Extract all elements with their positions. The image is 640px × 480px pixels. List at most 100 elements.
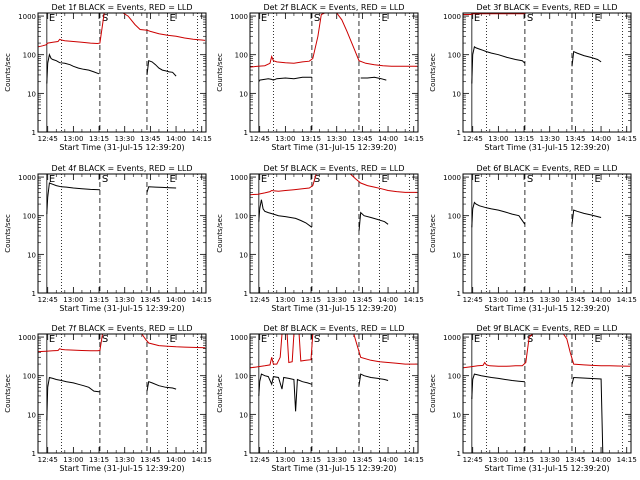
y-tick-label: 10 xyxy=(452,90,461,98)
x-axis-label: Start Time (31-Jul-15 12:39:20) xyxy=(484,464,609,473)
time-marker-label: E xyxy=(474,13,480,24)
y-tick-label: 1000 xyxy=(443,174,461,182)
x-axis-label: Start Time (31-Jul-15 12:39:20) xyxy=(59,464,184,473)
x-tick-label: 13:45 xyxy=(140,456,160,464)
time-marker-label: E xyxy=(261,13,267,24)
time-marker-label: S xyxy=(102,13,108,24)
y-tick-label: 100 xyxy=(448,52,461,60)
x-axis-label: Start Time (31-Jul-15 12:39:20) xyxy=(271,464,396,473)
panel-3: Det 3f BLACK = Events, RED = LLD Counts/s… xyxy=(429,3,637,152)
plot-frame xyxy=(462,12,632,133)
y-tick-label: 1 xyxy=(32,450,36,458)
y-tick-label: 10 xyxy=(239,411,248,419)
x-tick-label: 14:15 xyxy=(404,296,424,304)
y-tick-label: 100 xyxy=(23,213,36,221)
panel-5: Det 5f BLACK = Events, RED = LLD Counts/s… xyxy=(216,164,424,313)
events-line xyxy=(360,76,387,81)
x-tick-label: 13:45 xyxy=(352,135,372,143)
events-line xyxy=(358,373,389,386)
lld-line xyxy=(463,334,631,369)
panel-2: Det 2f BLACK = Events, RED = LLD Counts/s… xyxy=(216,3,424,152)
x-tick-label: 14:15 xyxy=(192,135,212,143)
x-tick-label: 12:45 xyxy=(38,135,58,143)
x-tick-label: 13:00 xyxy=(275,135,295,143)
time-marker-label: E xyxy=(49,334,55,345)
y-tick-label: 10 xyxy=(27,411,36,419)
x-tick-label: 13:30 xyxy=(327,135,347,143)
y-axis-label: Counts/sec xyxy=(216,214,224,253)
x-tick-label: 14:15 xyxy=(617,135,637,143)
lld-line xyxy=(38,13,206,48)
x-tick-label: 13:15 xyxy=(514,296,534,304)
events-line xyxy=(571,209,602,225)
x-tick-label: 13:15 xyxy=(301,135,321,143)
y-tick-label: 100 xyxy=(448,373,461,381)
x-tick-label: 13:45 xyxy=(565,296,585,304)
y-axis-label: Counts/sec xyxy=(216,53,224,92)
x-axis-label: Start Time (31-Jul-15 12:39:20) xyxy=(484,143,609,152)
y-tick-label: 1000 xyxy=(443,334,461,342)
y-tick-label: 1000 xyxy=(230,13,248,21)
plot-frame xyxy=(249,173,419,294)
x-tick-label: 13:15 xyxy=(89,456,109,464)
events-line xyxy=(471,45,526,84)
x-tick-label: 14:00 xyxy=(591,296,611,304)
x-tick-label: 13:30 xyxy=(327,456,347,464)
y-tick-label: 1 xyxy=(244,450,248,458)
panel-title: Det 3f BLACK = Events, RED = LLD xyxy=(476,3,617,12)
x-tick-label: 13:30 xyxy=(327,296,347,304)
x-tick-label: 13:15 xyxy=(301,456,321,464)
panel-title: Det 4f BLACK = Events, RED = LLD xyxy=(51,164,192,173)
y-tick-label: 1000 xyxy=(230,334,248,342)
y-tick-label: 1000 xyxy=(18,334,36,342)
time-marker-label: E xyxy=(49,174,55,185)
time-marker-label: E xyxy=(261,334,267,345)
y-tick-label: 1000 xyxy=(230,174,248,182)
y-tick-label: 10 xyxy=(239,251,248,259)
x-tick-label: 13:00 xyxy=(275,456,295,464)
x-tick-label: 14:00 xyxy=(591,456,611,464)
x-tick-label: 13:30 xyxy=(540,296,560,304)
events-line xyxy=(258,76,312,82)
x-tick-label: 13:00 xyxy=(488,296,508,304)
lld-line xyxy=(250,174,418,196)
x-tick-label: 13:15 xyxy=(89,135,109,143)
x-tick-label: 13:15 xyxy=(301,296,321,304)
events-line xyxy=(146,381,177,392)
x-tick-label: 14:15 xyxy=(192,456,212,464)
panel-9: Det 9f BLACK = Events, RED = LLD Counts/s… xyxy=(429,324,637,473)
x-tick-label: 14:00 xyxy=(166,456,186,464)
x-tick-label: 12:45 xyxy=(38,296,58,304)
events-line xyxy=(471,373,525,400)
y-tick-label: 1 xyxy=(32,129,36,137)
x-tick-label: 13:45 xyxy=(565,456,585,464)
x-tick-label: 13:15 xyxy=(514,135,534,143)
time-marker-label: S xyxy=(102,174,108,185)
events-line xyxy=(471,201,526,228)
x-tick-label: 14:15 xyxy=(192,296,212,304)
time-marker-label: E xyxy=(594,334,600,345)
x-tick-label: 13:00 xyxy=(275,296,295,304)
y-tick-label: 100 xyxy=(235,213,248,221)
x-tick-label: 14:00 xyxy=(378,456,398,464)
x-tick-label: 13:00 xyxy=(488,135,508,143)
time-marker-label: S xyxy=(314,13,320,24)
time-marker-label: S xyxy=(102,334,108,345)
events-line xyxy=(258,199,313,228)
panel-title: Det 7f BLACK = Events, RED = LLD xyxy=(51,324,192,333)
lld-line xyxy=(38,334,206,353)
x-tick-label: 13:15 xyxy=(89,296,109,304)
plot-frame xyxy=(462,333,632,454)
y-tick-label: 100 xyxy=(235,52,248,60)
x-tick-label: 13:45 xyxy=(565,135,585,143)
panel-title: Det 9f BLACK = Events, RED = LLD xyxy=(476,324,617,333)
x-axis-label: Start Time (31-Jul-15 12:39:20) xyxy=(271,143,396,152)
y-tick-label: 1000 xyxy=(443,13,461,21)
panel-6: Det 6f BLACK = Events, RED = LLD Counts/s… xyxy=(429,164,637,313)
events-line xyxy=(146,186,177,193)
y-tick-label: 1 xyxy=(457,129,461,137)
y-tick-label: 1 xyxy=(457,290,461,298)
x-tick-label: 14:15 xyxy=(404,456,424,464)
x-tick-label: 14:00 xyxy=(378,135,398,143)
